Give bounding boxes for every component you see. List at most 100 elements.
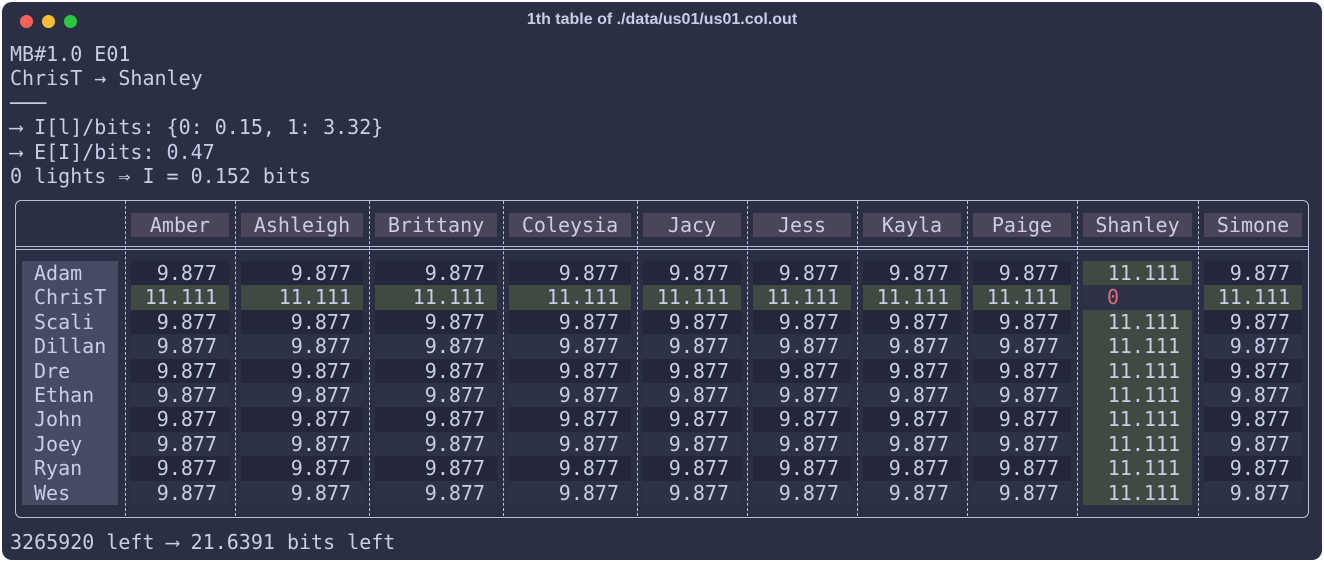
- row-label: Joey: [34, 431, 83, 456]
- table-cell: 9.877: [131, 261, 229, 286]
- column-header: Ashleigh: [241, 213, 363, 237]
- table-cell: 11.111: [973, 285, 1071, 310]
- table-cell: 9.877: [753, 358, 851, 383]
- table-cell: 9.877: [509, 358, 631, 383]
- table-cell: 9.877: [753, 431, 851, 457]
- table-cell: 9.877: [1204, 309, 1302, 335]
- table-cell: 9.877: [1204, 383, 1302, 408]
- row-label: John: [34, 407, 83, 432]
- table-cell: 9.877: [1204, 334, 1302, 359]
- table-cell: 9.877: [753, 480, 851, 505]
- table-cell: 9.877: [973, 456, 1071, 481]
- table-cell: 9.877: [241, 383, 363, 408]
- header-line: ⟶ E[I]/bits: 0.47: [10, 139, 215, 164]
- table-cell: 9.877: [509, 261, 631, 286]
- table-cell: 9.877: [973, 261, 1071, 286]
- table-cell: 11.111: [509, 285, 631, 310]
- table-cell: 9.877: [241, 334, 363, 359]
- table-cell: 9.877: [753, 261, 851, 286]
- table-cell: 9.877: [643, 334, 741, 359]
- table-cell: 9.877: [131, 334, 229, 359]
- table-cell: 9.877: [1204, 431, 1302, 457]
- table-cell: 9.877: [375, 480, 497, 505]
- table-cell: 0: [1083, 285, 1192, 310]
- column-divider: [369, 201, 370, 516]
- table-cell: 9.877: [509, 431, 631, 457]
- header-line: ⟶ I[l]/bits: {0: 0.15, 1: 3.32}: [10, 115, 384, 140]
- table-cell: 9.877: [863, 334, 961, 359]
- table-cell: 9.877: [863, 480, 961, 505]
- table-cell: 11.111: [1083, 309, 1192, 335]
- table-cell: 11.111: [1083, 431, 1192, 457]
- table-cell: 11.111: [753, 285, 851, 310]
- table-cell: 9.877: [375, 334, 497, 359]
- table-cell: 9.877: [509, 383, 631, 408]
- table-cell: 11.111: [1083, 358, 1192, 383]
- window-title: 1th table of ./data/us01/us01.col.out: [526, 11, 798, 28]
- header-line: 0 lights ⇒ I = 0.152 bits: [10, 164, 312, 188]
- table-cell: 9.877: [643, 480, 741, 505]
- column-divider: [235, 201, 236, 516]
- table-cell: 9.877: [863, 456, 961, 481]
- table-cell: 9.877: [131, 407, 229, 432]
- table-cell: 9.877: [1204, 407, 1302, 432]
- table-cell: 9.877: [131, 383, 229, 408]
- table-cell: 9.877: [131, 456, 229, 481]
- table-frame: [15, 200, 1309, 518]
- header-rule: [16, 246, 1308, 250]
- table-cell: 9.877: [753, 383, 851, 408]
- table-cell: 9.877: [375, 358, 497, 383]
- column-divider: [637, 201, 638, 516]
- table-cell: 9.877: [973, 334, 1071, 359]
- row-label: Scali: [34, 309, 95, 334]
- table-cell: 9.877: [643, 431, 741, 457]
- column-divider: [747, 201, 748, 516]
- column-header: Kayla: [863, 213, 961, 237]
- table-cell: 9.877: [375, 431, 497, 457]
- table-cell: 11.111: [1204, 285, 1302, 310]
- header-line: MB#1.0 E01: [10, 42, 131, 66]
- row-label: Wes: [34, 480, 71, 505]
- table-cell: 9.877: [375, 261, 497, 286]
- table-cell: 9.877: [973, 407, 1071, 432]
- close-button[interactable]: [20, 15, 33, 28]
- table-cell: 9.877: [863, 431, 961, 457]
- row-label: Adam: [34, 261, 83, 285]
- table-cell: 9.877: [241, 456, 363, 481]
- minimize-button[interactable]: [42, 15, 55, 28]
- table-cell: 9.877: [863, 261, 961, 286]
- table-cell: 9.877: [643, 456, 741, 481]
- table-cell: 9.877: [973, 309, 1071, 335]
- column-header: Amber: [131, 213, 229, 237]
- column-header: Jess: [753, 213, 851, 237]
- table-cell: 9.877: [241, 431, 363, 457]
- table-cell: 11.111: [1083, 261, 1192, 286]
- table-cell: 9.877: [863, 383, 961, 408]
- row-label: Ryan: [34, 456, 83, 481]
- table-cell: 9.877: [375, 383, 497, 408]
- column-header: Shanley: [1083, 213, 1192, 237]
- table-cell: 9.877: [643, 383, 741, 408]
- table-cell: 9.877: [643, 261, 741, 286]
- table-cell: 11.111: [863, 285, 961, 310]
- header-line: ChrisT → Shanley: [10, 66, 203, 91]
- row-label-block: [22, 261, 118, 505]
- header-line: ───: [10, 90, 47, 115]
- column-divider: [1077, 201, 1078, 516]
- table-cell: 11.111: [1083, 407, 1192, 432]
- table-cell: 9.877: [863, 358, 961, 383]
- table-cell: 9.877: [753, 456, 851, 481]
- table-cell: 9.877: [753, 334, 851, 359]
- row-label: ChrisT: [34, 285, 107, 310]
- table-cell: 9.877: [375, 309, 497, 335]
- table-cell: 9.877: [375, 407, 497, 432]
- table-cell: 9.877: [241, 407, 363, 432]
- column-divider: [857, 201, 858, 516]
- table-cell: 9.877: [1204, 261, 1302, 286]
- zoom-button[interactable]: [64, 15, 77, 28]
- row-label: Dillan: [34, 334, 107, 359]
- table-cell: 9.877: [973, 358, 1071, 383]
- table-cell: 11.111: [131, 285, 229, 310]
- column-header: Coleysia: [509, 213, 631, 237]
